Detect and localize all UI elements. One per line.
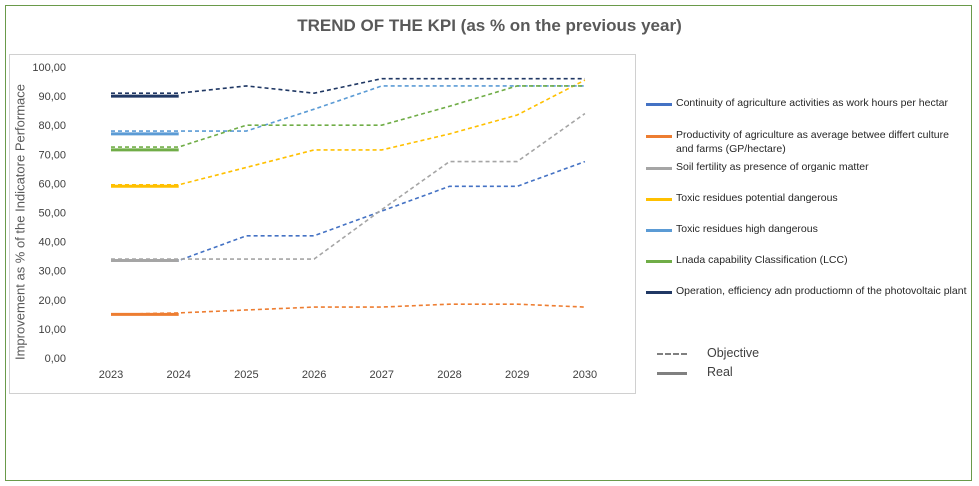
x-tick-label: 2025 <box>234 369 258 381</box>
x-tick-label: 2023 <box>99 369 123 381</box>
legend-label: Toxic residues high dangerous <box>676 223 818 235</box>
y-tick-label: 30,00 <box>38 266 66 278</box>
x-tick-label: 2029 <box>505 369 529 381</box>
y-tick-label: 90,00 <box>38 91 66 103</box>
plot-area-border <box>9 54 636 394</box>
y-tick-label: 70,00 <box>38 149 66 161</box>
y-tick-label: 80,00 <box>38 120 66 132</box>
legend-swatch <box>646 135 672 138</box>
series-6-objective-line <box>111 85 585 148</box>
y-tick-label: 20,00 <box>38 295 66 307</box>
y-tick-label: 100,00 <box>32 62 66 74</box>
y-tick-label: 50,00 <box>38 208 66 220</box>
x-tick-label: 2027 <box>370 369 394 381</box>
legend-label: Operation, efficiency adn productiomn of… <box>676 285 967 297</box>
series-3-objective-line <box>111 112 586 260</box>
series-5-objective-line <box>111 85 585 132</box>
series-2-objective-line <box>110 303 585 316</box>
real-key-label: Real <box>707 365 733 379</box>
x-tick-label: 2024 <box>166 369 190 381</box>
chart-frame <box>5 5 972 481</box>
x-tick-label: 2028 <box>437 369 461 381</box>
objective-key-line <box>657 353 687 355</box>
legend-label: Lnada capability Classification (LCC) <box>676 254 848 266</box>
x-tick-label: 2030 <box>573 369 597 381</box>
legend-swatch <box>646 167 672 170</box>
legend-swatch <box>646 103 672 106</box>
objective-key-label: Objective <box>707 346 760 360</box>
y-tick-label: 0,00 <box>45 353 66 365</box>
real-key-line <box>657 372 687 375</box>
series-7-objective-line <box>111 77 585 94</box>
legend-swatch <box>646 229 672 232</box>
legend-label: Continuity of agriculture activities as … <box>676 97 948 109</box>
x-tick-label: 2026 <box>302 369 326 381</box>
series-4-objective-line <box>111 79 586 186</box>
legend-swatch <box>646 260 672 263</box>
legend-label: Toxic residues potential dangerous <box>676 192 838 204</box>
legend-swatch <box>646 291 672 294</box>
legend-swatch <box>646 198 672 201</box>
y-tick-label: 60,00 <box>38 178 66 190</box>
legend-label: Soil fertility as presence of organic ma… <box>676 161 869 173</box>
chart-title: TREND OF THE KPI (as % on the previous y… <box>297 16 682 35</box>
series-1-objective-line <box>111 160 586 262</box>
y-tick-label: 40,00 <box>38 237 66 249</box>
y-tick-label: 10,00 <box>38 324 66 336</box>
legend-label: Productivity of agriculture as average b… <box>676 129 949 155</box>
